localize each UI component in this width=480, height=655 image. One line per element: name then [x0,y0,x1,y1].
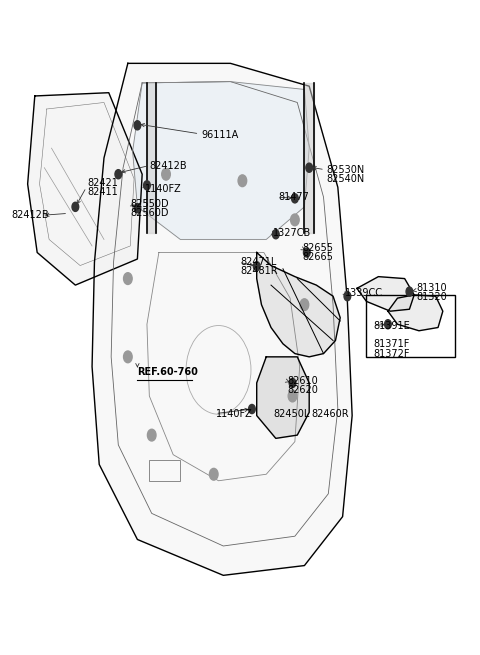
Text: 81320: 81320 [417,293,447,303]
Circle shape [406,287,413,296]
Circle shape [384,320,391,329]
Polygon shape [357,276,414,311]
Text: 81310: 81310 [417,284,447,293]
Text: REF.60-760: REF.60-760 [137,367,198,377]
Text: 82560D: 82560D [130,208,169,217]
Circle shape [306,163,312,172]
Circle shape [115,170,121,179]
Text: 82540N: 82540N [326,174,364,184]
Text: 82610: 82610 [288,376,318,386]
Circle shape [134,204,141,213]
Text: 1339CC: 1339CC [345,288,383,298]
Polygon shape [92,64,352,575]
Text: 81371F: 81371F [373,339,410,350]
Circle shape [144,181,150,190]
Text: 82412B: 82412B [11,210,48,220]
Polygon shape [28,93,142,285]
Text: 1140FZ: 1140FZ [144,184,181,195]
Circle shape [344,291,351,301]
Polygon shape [388,295,443,331]
Polygon shape [257,357,309,438]
Text: 81477: 81477 [278,192,309,202]
Text: 1327CB: 1327CB [274,228,312,238]
Bar [366,295,455,357]
Circle shape [288,390,297,402]
Circle shape [273,230,279,239]
Text: 96111A: 96111A [202,130,239,140]
Text: 82412B: 82412B [149,160,187,171]
Circle shape [253,261,260,271]
Text: 1140FZ: 1140FZ [216,409,253,419]
Polygon shape [257,252,340,357]
Circle shape [147,429,156,441]
Text: 82655: 82655 [302,243,333,253]
Text: 82411: 82411 [87,187,118,197]
Circle shape [249,404,255,413]
Circle shape [123,351,132,363]
Circle shape [209,468,218,480]
Polygon shape [132,82,309,240]
Circle shape [134,121,141,130]
Circle shape [238,175,247,187]
Circle shape [291,194,298,203]
Circle shape [162,168,170,180]
Circle shape [289,379,296,388]
Text: 82450L: 82450L [274,409,310,419]
Text: 82550D: 82550D [130,198,169,208]
Circle shape [290,214,299,226]
Text: 82460R: 82460R [312,409,349,419]
Text: 82421: 82421 [87,178,118,188]
Circle shape [303,248,310,257]
Text: 81372F: 81372F [373,348,410,358]
Bar [149,460,180,481]
Text: 82530N: 82530N [326,164,364,175]
Text: 82481R: 82481R [240,267,277,276]
Text: 82665: 82665 [302,252,333,262]
Circle shape [123,272,132,284]
Text: 82620: 82620 [288,385,319,395]
Circle shape [72,202,79,212]
Text: 81391E: 81391E [373,320,410,331]
Text: 82471L: 82471L [240,257,276,267]
Circle shape [300,299,309,310]
